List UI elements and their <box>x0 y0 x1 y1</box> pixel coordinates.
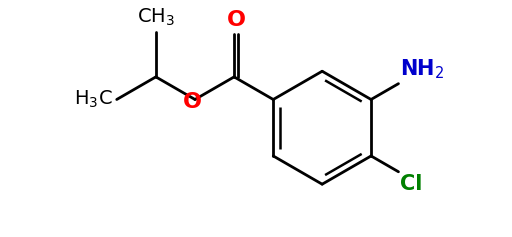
Text: O: O <box>227 10 246 30</box>
Text: H$_3$C: H$_3$C <box>74 89 113 110</box>
Text: CH$_3$: CH$_3$ <box>137 7 175 28</box>
Text: O: O <box>183 92 202 112</box>
Text: NH$_2$: NH$_2$ <box>400 58 444 81</box>
Text: Cl: Cl <box>400 174 422 194</box>
